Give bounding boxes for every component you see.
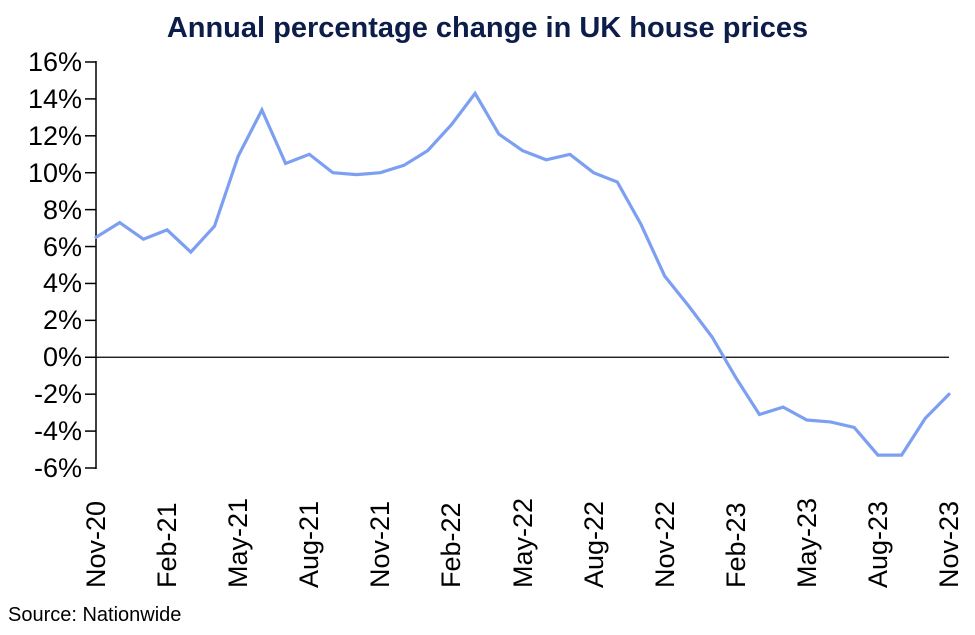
y-axis-tick-label: 0% — [42, 342, 82, 373]
x-axis-tick-label: Nov-22 — [649, 500, 680, 588]
y-axis-tick-label: 2% — [42, 305, 82, 336]
y-axis-tick-label: -4% — [33, 416, 82, 447]
y-axis-tick-label: 8% — [42, 194, 82, 225]
x-axis-tick-label: May-22 — [507, 497, 538, 588]
y-axis-tick-label: -2% — [33, 379, 82, 410]
y-axis-tick-label: 12% — [27, 120, 82, 151]
chart-title: Annual percentage change in UK house pri… — [166, 12, 809, 44]
x-axis-tick-label: May-21 — [223, 497, 254, 588]
x-axis-tick-label: Aug-21 — [294, 500, 325, 588]
y-axis-tick-label: -6% — [33, 453, 82, 483]
x-axis-tick-label: Feb-21 — [152, 502, 183, 588]
x-axis-tick-label: May-23 — [791, 497, 822, 588]
x-axis-tick-label: Aug-22 — [578, 500, 609, 588]
x-axis-tick-label: Aug-23 — [862, 500, 893, 588]
x-axis-tick-label: Nov-23 — [934, 500, 964, 588]
y-axis-tick-label: 6% — [42, 231, 82, 262]
house-price-change-line — [94, 90, 951, 457]
y-axis-tick-label: 14% — [27, 83, 82, 114]
y-axis-tick-label: 4% — [42, 268, 82, 299]
x-axis-tick-label: Feb-23 — [720, 502, 751, 588]
source-note: Source: Nationwide — [8, 604, 182, 626]
x-axis-tick-label: Feb-22 — [436, 502, 467, 588]
y-axis-tick-label: 16% — [27, 47, 82, 77]
y-axis-tick-label: 10% — [27, 157, 82, 188]
x-axis-tick-label: Nov-20 — [81, 500, 111, 588]
x-axis-tick-label: Nov-21 — [365, 500, 396, 588]
